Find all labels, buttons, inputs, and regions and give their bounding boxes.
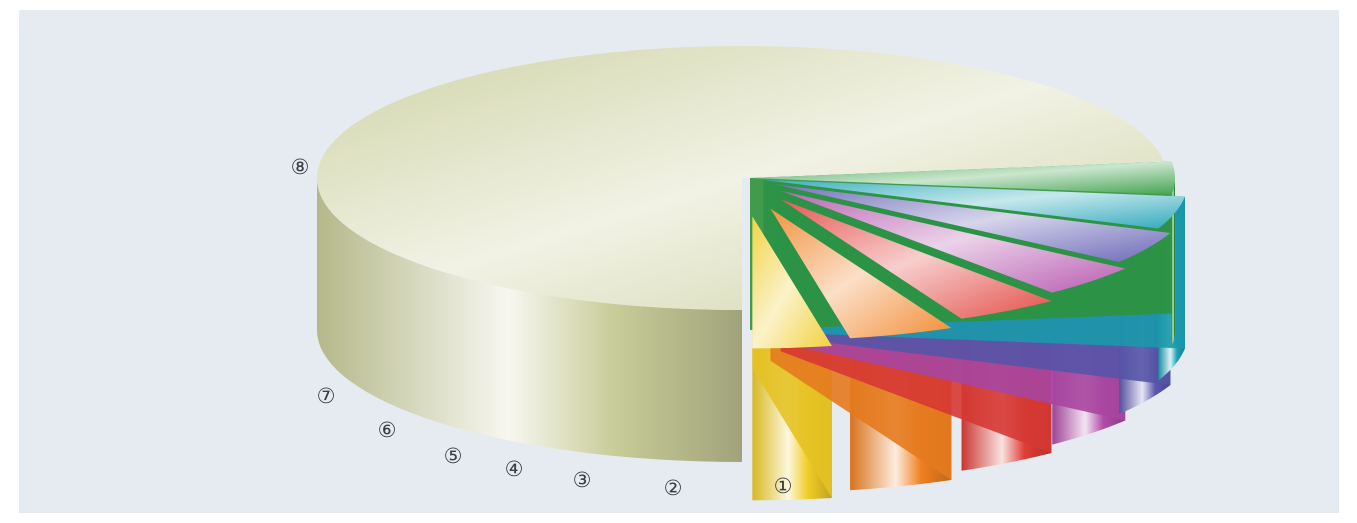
slice-label-4: ④ [505,457,524,481]
slice-top-5 [781,190,1126,293]
slice-top-3 [763,179,1185,229]
slice-top-8 [752,216,832,349]
slice-label-6: ⑥ [378,418,397,442]
slice-side-2 [1171,178,1175,347]
slice-label-2: ② [664,476,683,500]
slice-top-7 [770,208,952,339]
slice-label-3: ③ [573,468,592,492]
slice-label-5: ⑤ [444,444,463,468]
pie-tops [316,46,1185,349]
slice-top-2 [750,161,1176,195]
slice-side-1 [317,178,742,462]
slice-top-1 [316,46,1164,311]
slice-label-1: ① [774,474,793,498]
pie-labels: ① ② ③ ④ ⑤ ⑥ ⑦ ⑧ [291,155,793,500]
slice-top-6 [780,199,1052,319]
slice-label-8: ⑧ [291,155,310,179]
slice-top-4 [775,184,1171,262]
slice-label-7: ⑦ [317,384,336,408]
